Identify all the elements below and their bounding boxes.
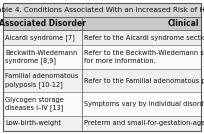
Text: Low-birth-weight: Low-birth-weight [5, 120, 61, 126]
Text: Table 4. Conditions Associated With an Increased Risk of He: Table 4. Conditions Associated With an I… [0, 7, 204, 13]
Bar [3, 17, 82, 30]
Bar [82, 17, 201, 30]
Text: Refer to the Beckwith-Wiedemann syndrome
for more information.: Refer to the Beckwith-Wiedemann syndrome… [84, 50, 204, 64]
Bar [3, 3, 201, 17]
Bar [82, 30, 201, 45]
Bar [3, 92, 82, 116]
Bar [82, 45, 201, 69]
Text: Refer to the Familial adenomatous polyposis: Refer to the Familial adenomatous polypo… [84, 77, 204, 83]
Text: Preterm and small-for-gestation-age neonates: Preterm and small-for-gestation-age neon… [84, 120, 204, 126]
Bar [82, 69, 201, 92]
Bar [82, 92, 201, 116]
Text: Familial adenomatous
polyposis [10-12]: Familial adenomatous polyposis [10-12] [5, 74, 78, 88]
Text: Glycogen storage
diseases I–IV [13]: Glycogen storage diseases I–IV [13] [5, 97, 64, 111]
Text: Symptoms vary by individual disorder.: Symptoms vary by individual disorder. [84, 101, 204, 107]
Bar [3, 69, 82, 92]
Bar [82, 116, 201, 131]
Text: Aicardi syndrome [7]: Aicardi syndrome [7] [5, 34, 75, 41]
Text: Beckwith-Wiedemann
syndrome [8,9]: Beckwith-Wiedemann syndrome [8,9] [5, 50, 77, 64]
Bar [3, 116, 82, 131]
Bar [3, 45, 82, 69]
Bar [3, 30, 82, 45]
Text: Refer to the Aicardi syndrome section of this: Refer to the Aicardi syndrome section of… [84, 35, 204, 41]
Text: Clinical: Clinical [167, 19, 199, 28]
Text: Associated Disorder: Associated Disorder [0, 19, 86, 28]
